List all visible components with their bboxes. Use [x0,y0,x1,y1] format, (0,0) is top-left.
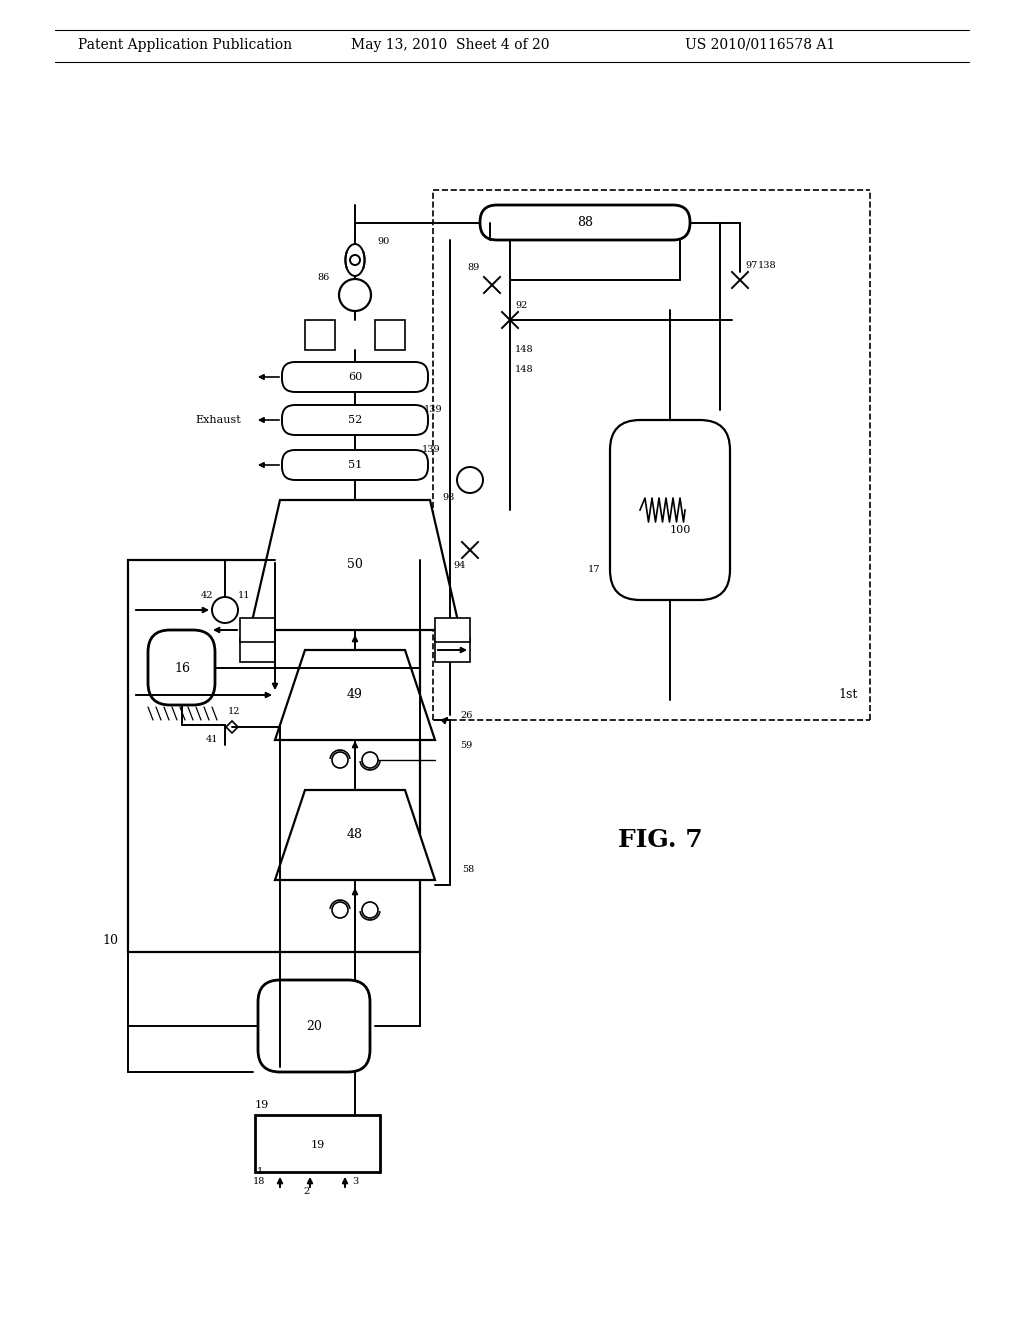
Text: 59: 59 [460,741,472,750]
Text: 51: 51 [348,459,362,470]
Text: 93: 93 [442,494,455,503]
Text: 148: 148 [515,366,534,375]
Text: 49: 49 [347,689,362,701]
Text: 1st: 1st [839,689,858,701]
FancyBboxPatch shape [282,450,428,480]
FancyBboxPatch shape [282,405,428,436]
Polygon shape [250,500,460,630]
Text: 94: 94 [454,561,466,569]
Text: 86: 86 [317,272,330,281]
Text: US 2010/0116578 A1: US 2010/0116578 A1 [685,38,836,51]
Text: 139: 139 [421,446,440,454]
Text: 26: 26 [460,710,472,719]
Ellipse shape [332,902,348,917]
Text: 100: 100 [670,525,690,535]
Bar [375,319,406,350]
Text: 10: 10 [102,933,118,946]
Ellipse shape [350,255,360,265]
FancyBboxPatch shape [610,420,730,601]
Text: 18: 18 [253,1177,265,1187]
Text: 48: 48 [347,829,362,842]
Text: 16: 16 [174,661,190,675]
Text: 42: 42 [201,590,213,599]
Bar [128,560,420,952]
Ellipse shape [332,752,348,768]
Text: 60: 60 [348,372,362,381]
Text: 1: 1 [257,1167,263,1176]
Text: Exhaust: Exhaust [196,414,241,425]
Bar [435,618,470,642]
Text: 41: 41 [206,735,218,744]
Text: Patent Application Publication: Patent Application Publication [78,38,292,51]
Ellipse shape [362,752,378,768]
Text: 50: 50 [347,558,362,572]
Text: 92: 92 [515,301,527,309]
Bar [255,1115,380,1172]
Text: 88: 88 [577,216,593,228]
Text: 17: 17 [588,565,600,574]
Text: 58: 58 [462,866,474,874]
Text: 138: 138 [758,260,776,269]
Text: 20: 20 [306,1019,322,1032]
Text: 19: 19 [255,1100,269,1110]
FancyBboxPatch shape [148,630,215,705]
Bar [305,319,335,350]
FancyBboxPatch shape [480,205,690,240]
Polygon shape [275,649,435,741]
Polygon shape [275,789,435,880]
Text: 11: 11 [238,590,251,599]
Text: FIG. 7: FIG. 7 [617,828,702,851]
Text: 12: 12 [228,708,241,717]
Text: 89: 89 [468,263,480,272]
Text: 148: 148 [515,346,534,355]
FancyBboxPatch shape [258,979,370,1072]
Text: 90: 90 [377,238,389,247]
Text: 2: 2 [304,1188,310,1196]
Ellipse shape [212,597,238,623]
Text: 52: 52 [348,414,362,425]
Ellipse shape [457,467,483,492]
Bar [240,618,275,642]
Bar [435,638,470,663]
Text: 97: 97 [745,260,758,269]
Text: 139: 139 [423,405,442,414]
Ellipse shape [362,902,378,917]
Text: 19: 19 [311,1140,326,1150]
Ellipse shape [339,279,371,312]
FancyBboxPatch shape [282,362,428,392]
Text: May 13, 2010  Sheet 4 of 20: May 13, 2010 Sheet 4 of 20 [351,38,549,51]
Text: 3: 3 [352,1177,358,1187]
Bar [240,638,275,663]
